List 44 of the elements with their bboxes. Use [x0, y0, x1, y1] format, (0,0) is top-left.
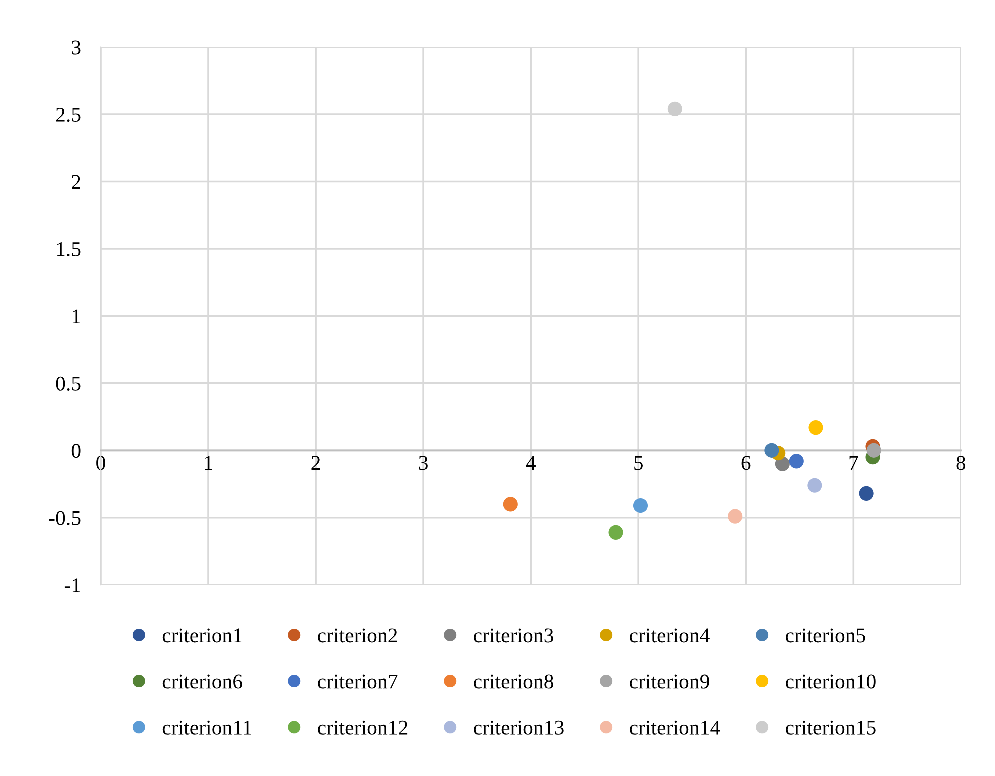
legend-label: criterion14	[630, 720, 720, 735]
point	[633, 498, 648, 514]
y-tick-label: 1.5	[57, 242, 81, 257]
legend-label: criterion15	[786, 720, 876, 735]
x-tick-label: 8	[956, 456, 966, 470]
x-tick-label: 4	[526, 456, 536, 470]
point	[866, 443, 882, 458]
x-tick-label: 0	[96, 456, 106, 470]
point	[668, 102, 682, 116]
legend-label: criterion12	[318, 720, 408, 735]
y-tick-label: 1	[72, 310, 80, 324]
y-tick-label: -0.5	[49, 511, 81, 526]
y-tick-label: 2.5	[56, 108, 81, 122]
x-tick-label: 6	[742, 456, 751, 470]
y-tick-label: 0	[72, 444, 81, 458]
legend-label: criterion2	[318, 628, 398, 643]
point	[859, 486, 874, 501]
point	[728, 509, 743, 524]
legend-label: criterion3	[474, 628, 554, 643]
legend-label: criterion4	[630, 628, 710, 643]
legend-label: criterion8	[474, 674, 554, 689]
legend-label: criterion11	[162, 720, 252, 735]
legend-label: criterion13	[474, 720, 564, 735]
legend-label: criterion9	[630, 674, 710, 689]
x-tick-label: 7	[850, 456, 858, 470]
legend-label: criterion6	[162, 674, 242, 689]
point	[608, 525, 624, 540]
point	[808, 478, 822, 493]
y-tick-label: 2	[72, 175, 80, 190]
legend-label: criterion7	[318, 674, 398, 689]
point	[808, 420, 824, 436]
point	[789, 454, 804, 469]
y-tick-label: -1	[64, 578, 80, 592]
x-tick-label: 2	[312, 456, 320, 470]
legend-label: criterion10	[786, 674, 876, 689]
y-tick-label: 0.5	[56, 376, 81, 391]
x-tick-label: 1	[205, 456, 212, 470]
legend-label: criterion1	[162, 628, 242, 643]
point	[764, 443, 780, 458]
x-tick-label: 5	[634, 456, 643, 470]
legend-label: criterion5	[786, 628, 866, 643]
point	[503, 497, 518, 512]
y-tick-label: 3	[72, 40, 81, 55]
x-tick-label: 3	[419, 456, 428, 470]
